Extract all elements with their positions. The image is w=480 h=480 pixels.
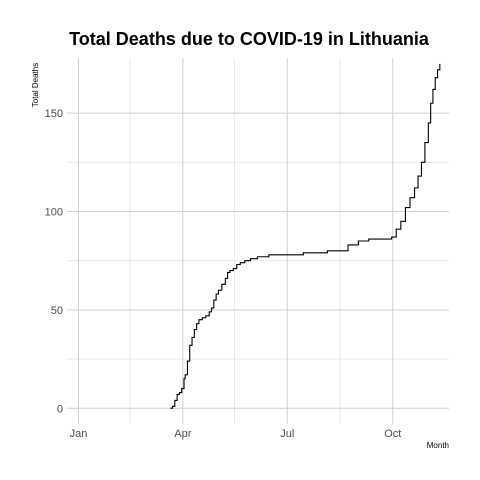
x-axis-title: Month xyxy=(427,441,449,450)
grid xyxy=(67,58,449,424)
y-tick-labels: 0 50 100 150 xyxy=(45,108,63,415)
series-group xyxy=(170,63,441,409)
series-line xyxy=(170,63,441,409)
chart-title: Total Deaths due to COVID-19 in Lithuani… xyxy=(69,29,430,49)
x-tick-label: Oct xyxy=(384,428,401,440)
x-tick-label: Jan xyxy=(70,428,88,440)
x-tick-labels: Jan Apr Jul Oct xyxy=(70,428,402,440)
y-tick-label: 150 xyxy=(45,108,63,120)
y-tick-label: 0 xyxy=(57,403,63,415)
y-axis-title: Total Deaths xyxy=(31,63,40,107)
x-tick-label: Apr xyxy=(174,428,191,440)
y-tick-label: 50 xyxy=(51,305,63,317)
y-tick-label: 100 xyxy=(45,206,63,218)
x-tick-label: Jul xyxy=(280,428,294,440)
